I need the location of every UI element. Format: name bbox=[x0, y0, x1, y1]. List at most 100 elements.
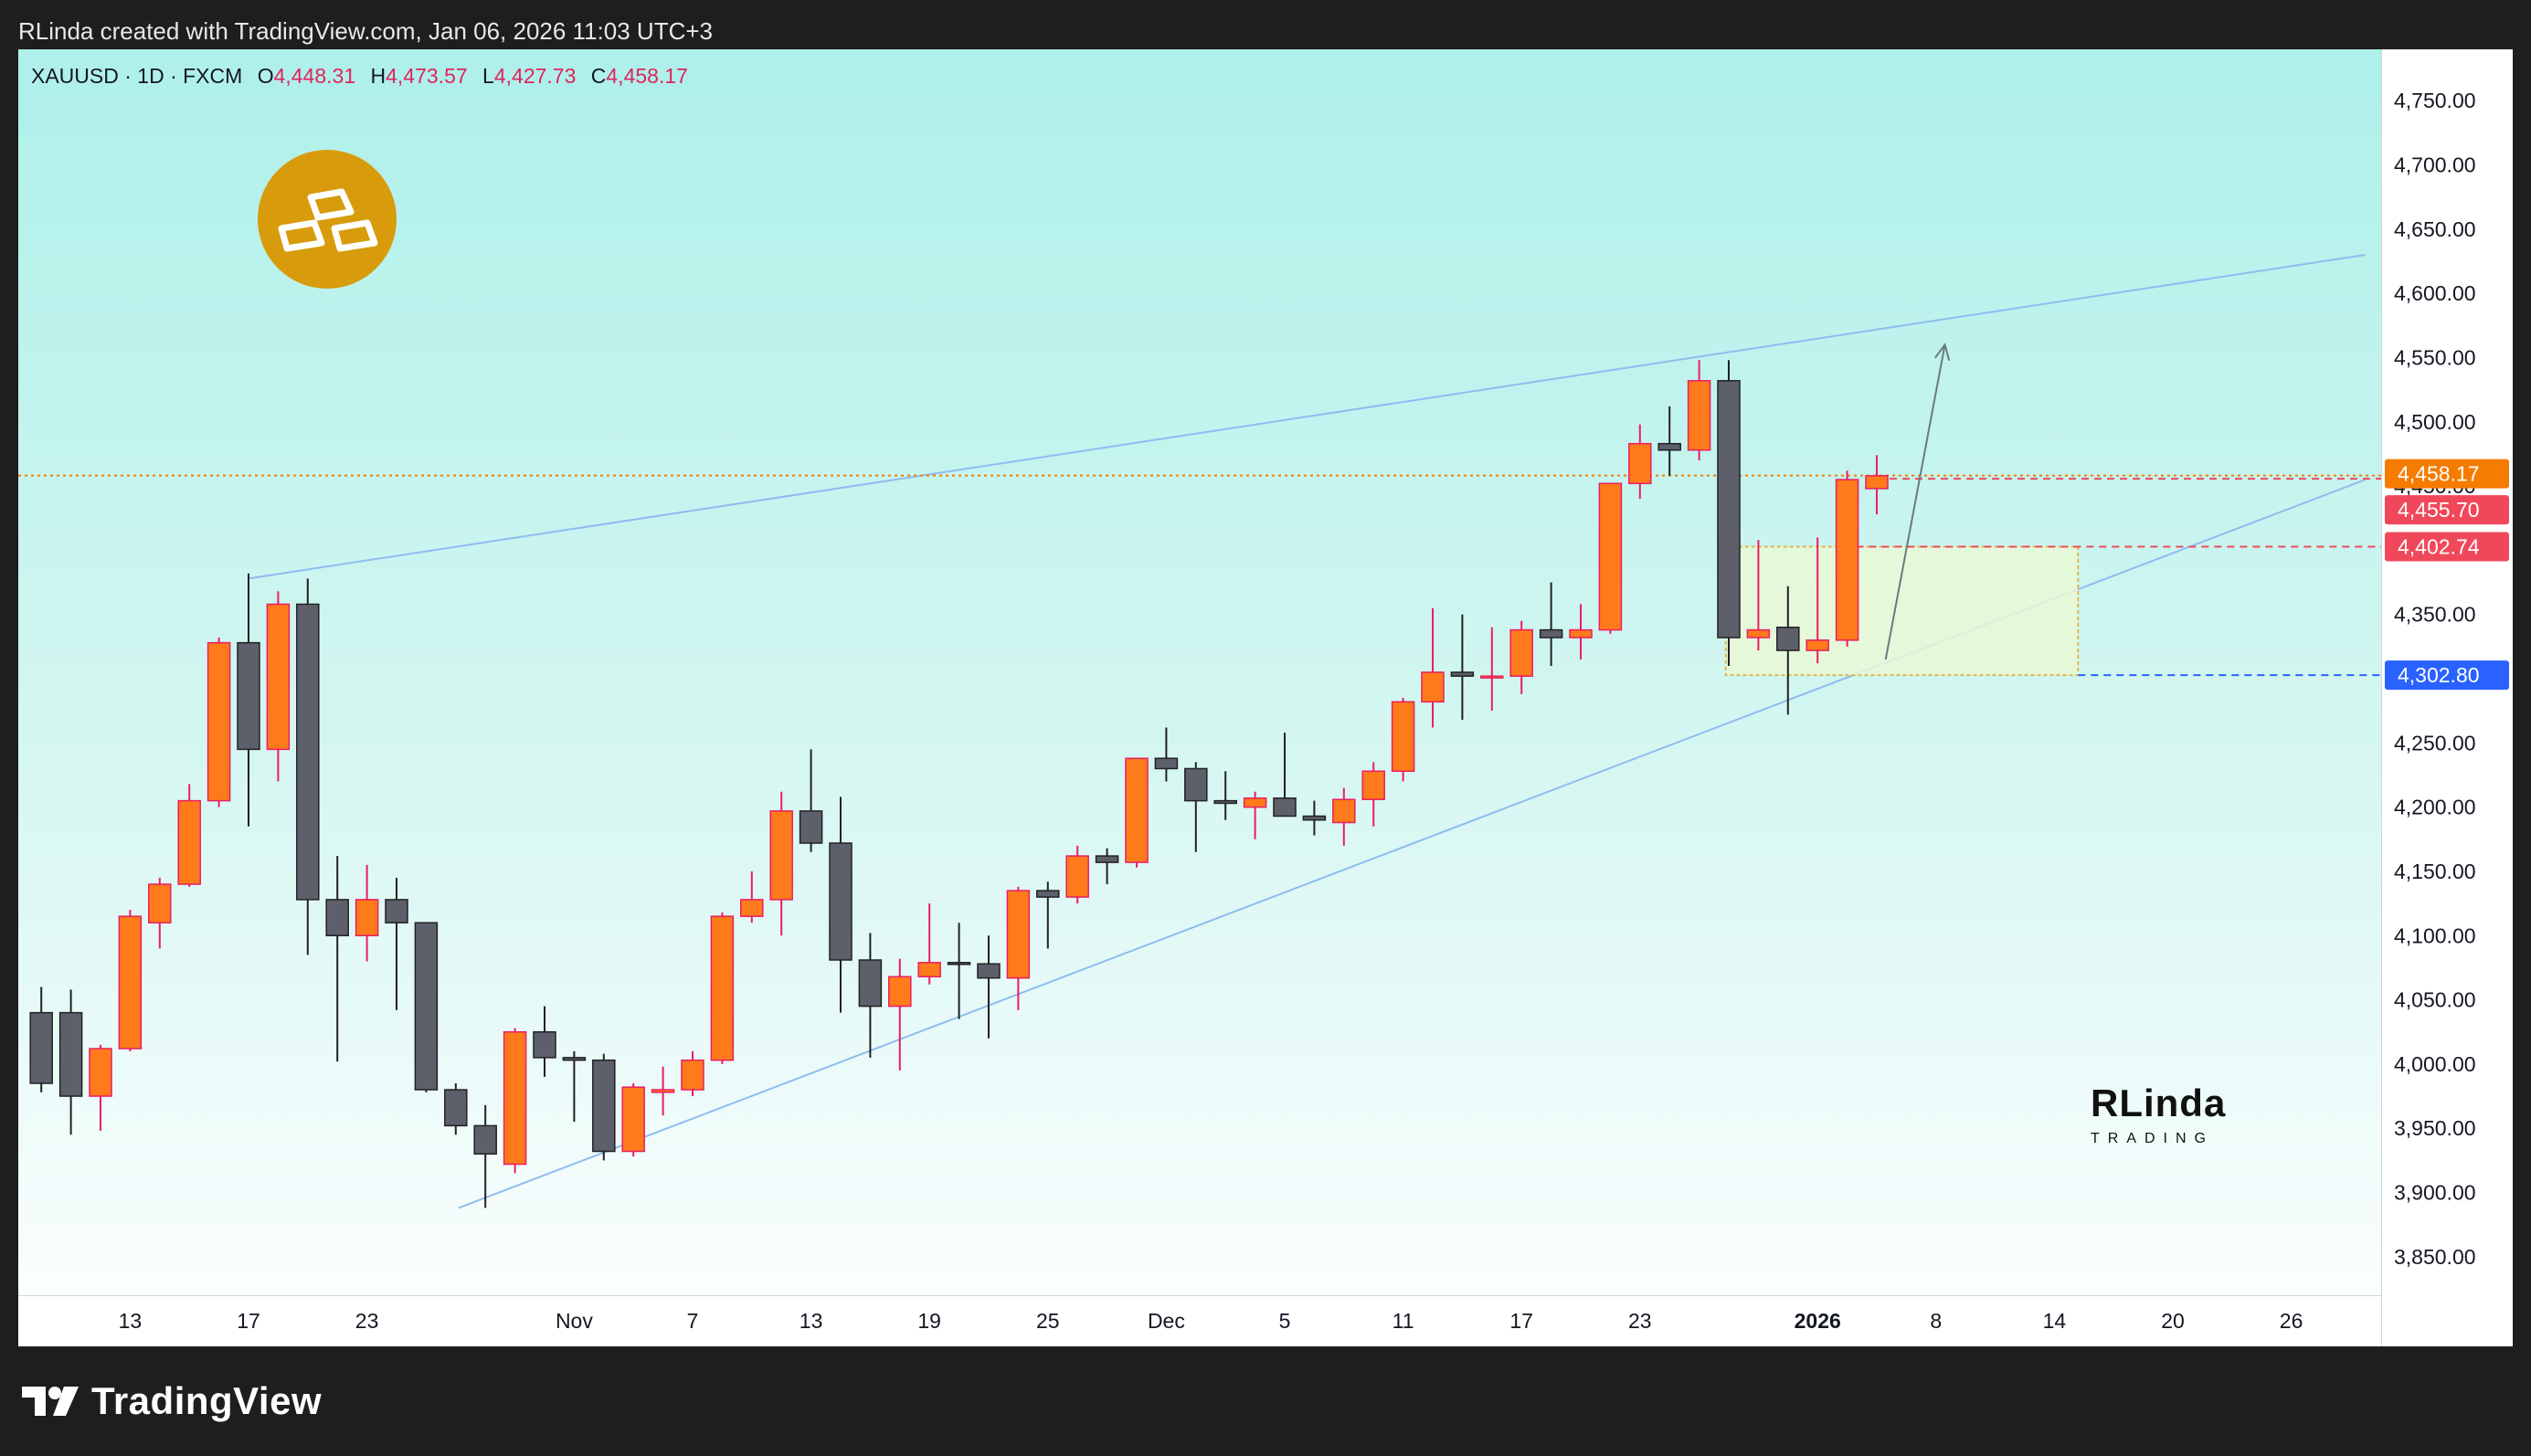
candle-body bbox=[1450, 671, 1475, 677]
candle-body bbox=[148, 883, 172, 923]
price-tick-label: 4,250.00 bbox=[2394, 731, 2476, 754]
candle-body bbox=[1746, 628, 1771, 638]
time-tick-label: 8 bbox=[1930, 1309, 1942, 1333]
candle-body bbox=[562, 1057, 587, 1061]
candle-body bbox=[1095, 855, 1119, 863]
time-axis[interactable] bbox=[18, 1295, 2381, 1346]
tradingview-logo-icon bbox=[22, 1387, 79, 1416]
time-tick-label: 2026 bbox=[1795, 1309, 1841, 1333]
candle-body bbox=[1687, 380, 1711, 451]
candlestick-chart[interactable]: 3,850.00 3,900.00 3,950.00 4,000.00 4,050.00… bbox=[18, 49, 2513, 1346]
candle-body bbox=[740, 899, 764, 917]
candle-body bbox=[592, 1059, 616, 1153]
rlinda-watermark: RLinda TRADING bbox=[2072, 1081, 2246, 1164]
time-tick-label: 25 bbox=[1036, 1309, 1060, 1333]
candle-body bbox=[858, 959, 883, 1008]
candle-body bbox=[1273, 797, 1297, 818]
time-tick-label: 26 bbox=[2280, 1309, 2303, 1333]
candle-body bbox=[710, 915, 735, 1061]
candle-body bbox=[58, 1011, 83, 1097]
chart-caption: RLinda created with TradingView.com, Jan… bbox=[18, 17, 713, 45]
open-label: O bbox=[257, 64, 274, 88]
candle-body bbox=[89, 1048, 112, 1097]
candle-body bbox=[473, 1124, 497, 1155]
candle-body bbox=[385, 899, 408, 923]
candle-body bbox=[1480, 675, 1504, 679]
candle-body bbox=[799, 810, 823, 844]
time-tick-label: Dec bbox=[1148, 1309, 1185, 1333]
candle-body bbox=[977, 963, 1001, 979]
close-label: C bbox=[590, 64, 607, 88]
price-tick-label: 4,150.00 bbox=[2394, 860, 2476, 883]
projection-arrow bbox=[1884, 344, 1946, 660]
candle-body bbox=[503, 1030, 527, 1166]
high-value: 4,473.57 bbox=[386, 64, 468, 88]
candle-body bbox=[533, 1030, 556, 1059]
candle-body bbox=[1065, 855, 1089, 898]
candle-body bbox=[296, 603, 320, 901]
candle-body bbox=[1421, 671, 1445, 703]
current_price-value: 4,458.17 bbox=[2398, 462, 2480, 486]
tradingview-logo[interactable]: TradingView bbox=[20, 1377, 322, 1425]
resistance-value: 4,402.74 bbox=[2398, 535, 2480, 559]
chart-area[interactable]: 3,850.00 3,900.00 3,950.00 4,000.00 4,050.00… bbox=[18, 49, 2513, 1346]
close-value: 4,458.17 bbox=[606, 64, 688, 88]
candle-body bbox=[681, 1059, 704, 1091]
candle-body bbox=[1598, 482, 1623, 631]
candle-body bbox=[1509, 628, 1533, 677]
candle-body bbox=[1835, 479, 1859, 641]
candle-body bbox=[1361, 770, 1385, 800]
price-tick-label: 4,550.00 bbox=[2394, 345, 2476, 369]
candle-body bbox=[325, 899, 349, 937]
time-tick-label: Nov bbox=[556, 1309, 593, 1333]
time-tick-label: 19 bbox=[917, 1309, 941, 1333]
price-tick-label: 4,600.00 bbox=[2394, 281, 2476, 305]
candle-body bbox=[414, 922, 439, 1091]
support-badge bbox=[2385, 660, 2509, 691]
time-tick-label: 23 bbox=[1628, 1309, 1652, 1333]
candle-body bbox=[1125, 757, 1149, 863]
candle-body bbox=[888, 976, 912, 1008]
candle-body bbox=[1184, 767, 1208, 802]
candle-body bbox=[1213, 799, 1237, 805]
support-zone[interactable] bbox=[1724, 545, 2080, 677]
candle-body bbox=[1154, 757, 1179, 770]
candle-body bbox=[266, 603, 291, 751]
price-tick-label: 4,100.00 bbox=[2394, 923, 2476, 947]
symbol-legend: XAUUSD · 1D · FXCM O4,448.31 H4,473.57 L… bbox=[31, 64, 688, 89]
price-tick-label: 3,900.00 bbox=[2394, 1181, 2476, 1205]
price-tick-label: 4,700.00 bbox=[2394, 153, 2476, 177]
candle-body bbox=[621, 1086, 645, 1153]
time-tick-label: 7 bbox=[687, 1309, 699, 1333]
close_line-badge bbox=[2385, 495, 2509, 525]
price-tick-label: 4,650.00 bbox=[2394, 217, 2476, 241]
candle-body bbox=[1539, 628, 1563, 638]
upper-trendline[interactable] bbox=[248, 254, 2366, 580]
candle-body bbox=[917, 962, 941, 978]
candle-body bbox=[1036, 890, 1060, 898]
price-tick-label: 4,000.00 bbox=[2394, 1052, 2476, 1076]
close_line-value: 4,455.70 bbox=[2398, 498, 2480, 522]
time-tick-label: 14 bbox=[2043, 1309, 2067, 1333]
resistance-badge bbox=[2385, 532, 2509, 562]
open-value: 4,448.31 bbox=[273, 64, 356, 88]
candle-body bbox=[1006, 890, 1031, 979]
symbol-info[interactable]: XAUUSD · 1D · FXCM bbox=[31, 64, 243, 88]
price-axis[interactable] bbox=[2381, 49, 2513, 1346]
low-value: 4,427.73 bbox=[493, 64, 577, 88]
candle-body bbox=[1657, 442, 1681, 451]
price-tick-label: 4,200.00 bbox=[2394, 796, 2476, 819]
candle-body bbox=[1717, 380, 1741, 638]
watermark-main: RLinda bbox=[2091, 1081, 2227, 1124]
price-tick-label: 4,500.00 bbox=[2394, 410, 2476, 434]
candle-body bbox=[207, 641, 231, 802]
candle-body bbox=[769, 810, 793, 901]
candle-body bbox=[355, 899, 379, 937]
price-tick-label: 4,050.00 bbox=[2394, 988, 2476, 1012]
high-label: H bbox=[370, 64, 387, 88]
candle-body bbox=[1302, 815, 1327, 821]
candle-body bbox=[1776, 627, 1800, 651]
time-tick-label: 13 bbox=[800, 1309, 823, 1333]
arrow-head bbox=[1934, 343, 1951, 362]
candle-body bbox=[1569, 628, 1593, 638]
